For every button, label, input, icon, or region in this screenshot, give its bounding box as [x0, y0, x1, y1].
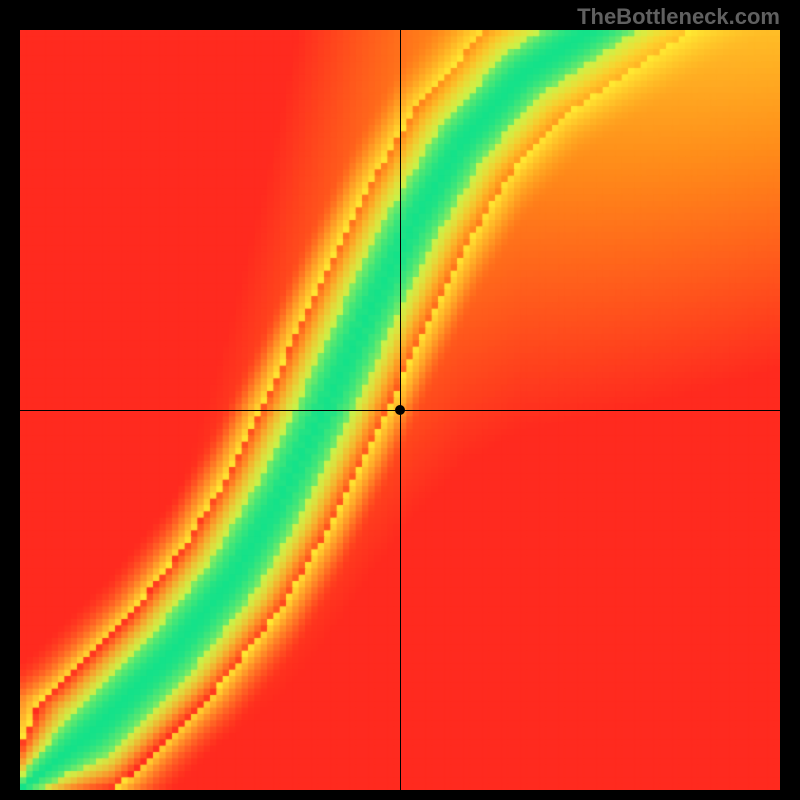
heatmap-plot — [20, 30, 780, 790]
watermark-text: TheBottleneck.com — [577, 4, 780, 30]
chart-container: TheBottleneck.com — [0, 0, 800, 800]
crosshair-marker — [395, 405, 405, 415]
